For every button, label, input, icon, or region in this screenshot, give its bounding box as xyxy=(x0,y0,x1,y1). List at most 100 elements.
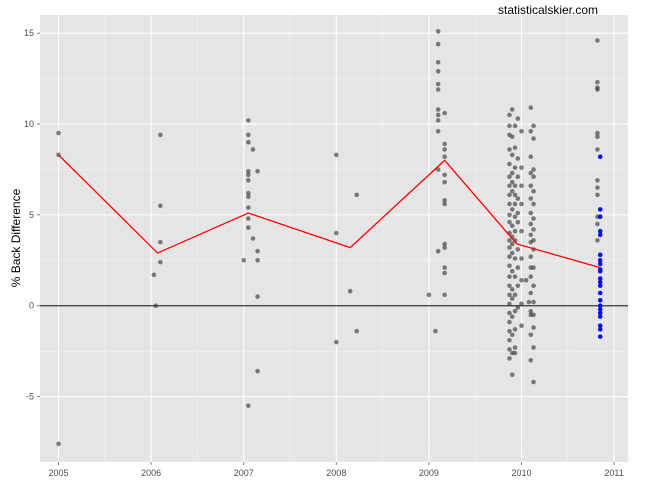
highlight-point xyxy=(597,207,603,212)
data-point xyxy=(246,172,251,178)
data-point xyxy=(595,221,600,227)
data-point xyxy=(509,314,515,319)
data-point xyxy=(595,38,600,43)
data-point xyxy=(255,168,260,174)
data-point xyxy=(515,116,521,121)
data-point xyxy=(435,69,441,74)
minor-gridlines xyxy=(40,15,628,462)
data-point xyxy=(595,178,600,183)
data-point xyxy=(246,225,251,230)
data-point xyxy=(442,292,447,298)
data-point xyxy=(435,87,441,92)
data-point xyxy=(523,277,529,283)
data-point xyxy=(255,368,260,374)
data-point xyxy=(158,132,163,138)
data-point xyxy=(531,312,536,318)
data-point xyxy=(519,183,524,189)
data-point xyxy=(507,112,512,118)
data-point xyxy=(241,258,247,263)
data-point xyxy=(595,134,600,140)
highlight-point xyxy=(597,303,603,309)
trend-line xyxy=(58,154,601,269)
x-tick-label: 2010 xyxy=(511,468,531,478)
data-point xyxy=(526,299,532,305)
data-point xyxy=(246,168,251,174)
data-point xyxy=(507,174,512,180)
data-point xyxy=(509,207,515,212)
data-point xyxy=(528,290,534,296)
data-point xyxy=(246,205,251,210)
data-point xyxy=(246,132,251,138)
highlight-point xyxy=(597,297,603,303)
data-point xyxy=(442,154,447,160)
data-point xyxy=(442,241,447,247)
data-point xyxy=(531,325,536,330)
data-point xyxy=(528,232,534,238)
data-point xyxy=(509,107,515,112)
data-point xyxy=(250,236,256,241)
x-tick-label: 2006 xyxy=(141,468,161,478)
data-point xyxy=(509,296,515,301)
x-axis-ticks: 2005 2006 2007 2008 2009 2010 2011 xyxy=(49,462,624,478)
data-point xyxy=(531,283,536,289)
x-tick-label: 2011 xyxy=(604,468,623,478)
data-point xyxy=(528,332,534,338)
data-point xyxy=(528,128,534,134)
y-tick-label: 0 xyxy=(29,301,34,311)
data-point xyxy=(442,179,447,185)
data-point xyxy=(442,110,447,116)
data-point xyxy=(512,274,518,279)
data-point xyxy=(531,379,536,385)
data-point xyxy=(442,147,447,152)
data-point xyxy=(512,145,518,150)
data-point xyxy=(519,277,524,283)
data-point xyxy=(515,305,521,310)
data-point xyxy=(158,239,163,245)
highlight-point xyxy=(597,268,603,274)
data-point xyxy=(442,198,447,203)
data-point xyxy=(507,183,512,189)
data-point xyxy=(515,210,521,216)
data-point xyxy=(334,339,339,345)
data-point xyxy=(515,196,521,201)
data-point xyxy=(528,154,534,160)
highlight-point xyxy=(597,154,603,160)
data-point xyxy=(509,179,515,185)
data-point xyxy=(519,323,524,329)
data-point xyxy=(507,319,512,325)
data-point xyxy=(509,287,515,292)
data-point xyxy=(531,123,536,129)
data-point xyxy=(442,245,447,250)
data-point xyxy=(531,201,536,207)
data-point xyxy=(435,81,441,87)
data-point xyxy=(512,228,518,234)
data-point xyxy=(507,219,512,225)
data-point xyxy=(507,161,512,167)
data-point xyxy=(435,248,441,254)
data-point xyxy=(507,337,512,343)
data-point xyxy=(509,170,515,176)
data-point xyxy=(435,118,441,123)
data-point xyxy=(509,188,515,194)
data-point xyxy=(519,301,524,307)
data-point xyxy=(442,141,447,147)
data-point xyxy=(512,292,518,298)
y-tick-label: 5 xyxy=(29,210,34,220)
data-point xyxy=(56,130,61,136)
data-point xyxy=(435,112,441,118)
data-point xyxy=(507,310,512,316)
highlight-point xyxy=(597,232,603,238)
data-point xyxy=(595,87,600,92)
data-point xyxy=(507,274,512,279)
data-point xyxy=(512,345,518,350)
x-tick-label: 2005 xyxy=(49,468,69,478)
data-point xyxy=(507,201,512,207)
highlight-point xyxy=(597,214,603,219)
trend-polyline xyxy=(58,154,601,269)
data-point xyxy=(509,152,515,158)
y-axis-title: % Back Difference xyxy=(9,188,23,287)
data-point xyxy=(442,172,447,178)
data-point xyxy=(512,201,518,207)
highlight-point xyxy=(597,290,603,296)
data-point xyxy=(246,194,251,200)
